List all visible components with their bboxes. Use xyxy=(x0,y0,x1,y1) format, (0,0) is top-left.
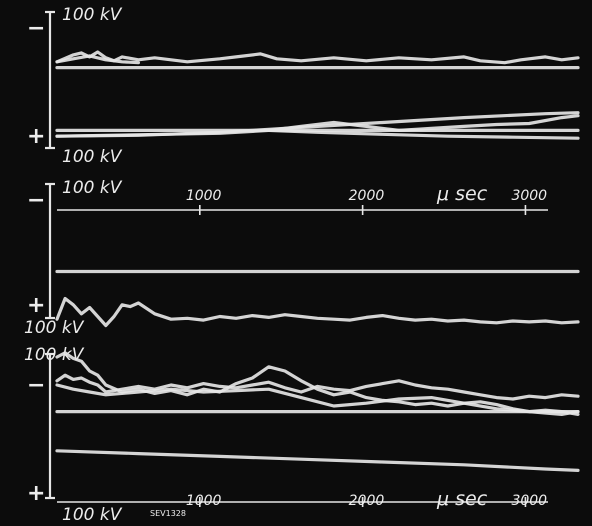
scale-label-top: 100 kV xyxy=(62,5,123,25)
trace-line xyxy=(55,351,580,416)
scale-label-bottom: 100 kV xyxy=(62,147,123,167)
time-tick-label: 1000 xyxy=(186,188,222,204)
time-axis-label: μ sec xyxy=(436,183,488,205)
scale-label-top: 100 kV xyxy=(62,178,123,198)
trace-line xyxy=(55,296,580,328)
code-label: SEV1328 xyxy=(150,509,186,518)
trace-line xyxy=(55,373,580,401)
trace-line xyxy=(55,449,580,472)
trace-line xyxy=(267,128,580,140)
time-axis-label: μ sec xyxy=(436,488,488,510)
polarity-sign-negative: − xyxy=(27,16,45,41)
polarity-sign-positive: + xyxy=(27,124,45,149)
time-tick-label: 2000 xyxy=(349,188,385,204)
time-tick-label: 1000 xyxy=(186,493,222,509)
trace-line xyxy=(55,54,140,65)
time-tick-label: 2000 xyxy=(349,493,385,509)
trace-line xyxy=(55,50,580,65)
polarity-sign-negative: − xyxy=(27,373,45,398)
polarity-sign-positive: + xyxy=(27,481,45,506)
time-tick-label: 3000 xyxy=(511,493,547,509)
scale-label-top: 100 kV xyxy=(24,345,85,365)
polarity-sign-negative: − xyxy=(27,188,45,213)
panel-bottom: 100 kV 100 kV − + 1000 2000 3000 μ sec xyxy=(24,345,580,525)
polarity-sign-positive: + xyxy=(27,293,45,318)
time-tick-label: 3000 xyxy=(511,188,547,204)
scale-label-bottom: 100 kV xyxy=(62,505,123,525)
scale-label-bottom: 100 kV xyxy=(24,318,85,338)
